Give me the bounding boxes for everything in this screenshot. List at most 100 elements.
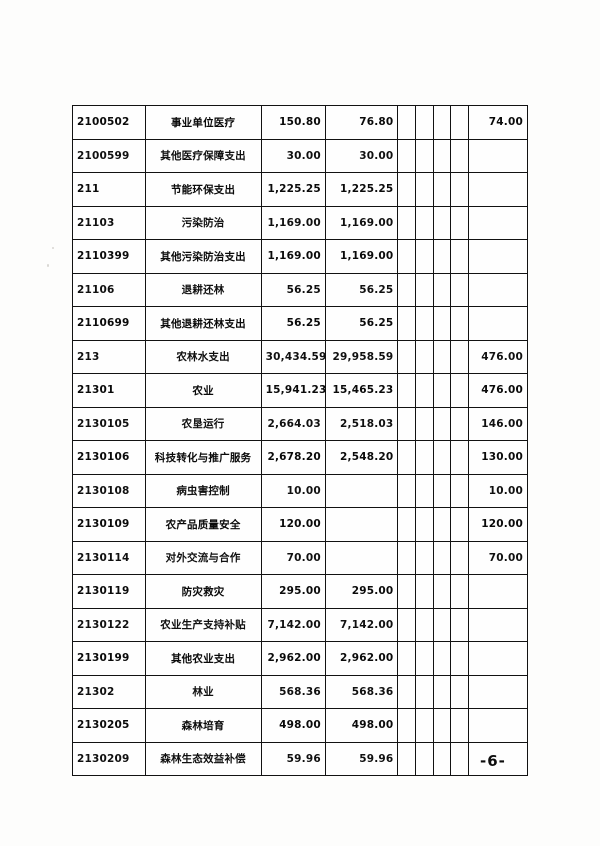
table-row: 2130106 科技转化与推广服务 2,678.20 2,548.20 130.00: [72, 440, 529, 475]
table-cell-empty: [397, 507, 417, 542]
table-row: 213 农林水支出 30,434.59 29,958.59 476.00: [72, 339, 529, 374]
page-number: -6-: [480, 752, 506, 770]
scan-speck: [47, 264, 49, 267]
budget-table-container: 2100502 事业单位医疗 150.80 76.80 74.00 2100599 其他医疗…: [72, 105, 529, 776]
table-cell-v2: 568.36: [324, 674, 399, 709]
table-row: 2130122 农业生产支持补贴 7,142.00 7,142.00: [72, 607, 529, 642]
table-cell-empty: [432, 507, 452, 542]
table-cell-empty: [450, 406, 469, 441]
table-cell-v2: [324, 540, 399, 575]
table-cell-name: 科技转化与推广服务: [144, 440, 262, 475]
table-row: 2110699 其他退耕还林支出 56.25 56.25: [72, 306, 529, 341]
table-cell-empty: [450, 507, 469, 542]
table-cell-last: 476.00: [467, 373, 529, 408]
table-cell-code: 2130105: [72, 406, 146, 441]
table-cell-empty: [432, 105, 452, 140]
table-cell-code: 2100502: [72, 105, 146, 140]
table-cell-empty: [450, 306, 469, 341]
table-cell-name: 污染防治: [144, 205, 262, 240]
table-cell-last: [467, 272, 529, 307]
table-row: 2110399 其他污染防治支出 1,169.00 1,169.00: [72, 239, 529, 274]
table-cell-code: 2100599: [72, 138, 146, 173]
table-cell-code: 2130209: [72, 741, 146, 776]
table-cell-empty: [415, 239, 434, 274]
table-cell-empty: [415, 306, 434, 341]
table-cell-last: [467, 674, 529, 709]
table-cell-v2: [324, 473, 399, 508]
table-row: 21302 林业 568.36 568.36: [72, 674, 529, 709]
table-cell-last: 10.00: [467, 473, 529, 508]
table-cell-empty: [450, 239, 469, 274]
table-cell-empty: [397, 138, 417, 173]
table-cell-name: 农产品质量安全: [144, 507, 262, 542]
table-cell-empty: [397, 306, 417, 341]
table-cell-last: 120.00: [467, 507, 529, 542]
table-cell-last: [467, 574, 529, 609]
table-cell-v1: 295.00: [260, 574, 326, 609]
table-row: 2130108 病虫害控制 10.00 10.00: [72, 473, 529, 508]
table-cell-last: 476.00: [467, 339, 529, 374]
table-cell-empty: [415, 172, 434, 207]
table-cell-empty: [450, 440, 469, 475]
table-cell-v2: 1,169.00: [324, 205, 399, 240]
table-cell-last: [467, 607, 529, 642]
table-cell-empty: [432, 674, 452, 709]
table-cell-last: 130.00: [467, 440, 529, 475]
table-cell-empty: [450, 272, 469, 307]
table-cell-code: 2110399: [72, 239, 146, 274]
table-cell-empty: [415, 339, 434, 374]
table-cell-empty: [450, 741, 469, 776]
table-row: 2100502 事业单位医疗 150.80 76.80 74.00: [72, 105, 529, 140]
table-cell-empty: [432, 138, 452, 173]
table-cell-empty: [397, 172, 417, 207]
table-cell-v1: 1,225.25: [260, 172, 326, 207]
table-cell-v2: 76.80: [324, 105, 399, 140]
table-cell-empty: [450, 373, 469, 408]
table-row: 2130109 农产品质量安全 120.00 120.00: [72, 507, 529, 542]
table-cell-v2: 56.25: [324, 272, 399, 307]
table-cell-empty: [450, 105, 469, 140]
table-row: 2130209 森林生态效益补偿 59.96 59.96: [72, 741, 529, 776]
table-cell-empty: [432, 373, 452, 408]
table-cell-name: 对外交流与合作: [144, 540, 262, 575]
table-row: 2130205 森林培育 498.00 498.00: [72, 708, 529, 743]
table-row: 2100599 其他医疗保障支出 30.00 30.00: [72, 138, 529, 173]
table-cell-name: 退耕还林: [144, 272, 262, 307]
table-cell-empty: [415, 674, 434, 709]
table-cell-v1: 7,142.00: [260, 607, 326, 642]
table-cell-last: 74.00: [467, 105, 529, 140]
table-cell-last: 146.00: [467, 406, 529, 441]
table-cell-name: 其他退耕还林支出: [144, 306, 262, 341]
table-cell-empty: [415, 741, 434, 776]
table-cell-v2: 59.96: [324, 741, 399, 776]
table-cell-empty: [450, 473, 469, 508]
table-cell-last: [467, 641, 529, 676]
table-row: 211 节能环保支出 1,225.25 1,225.25: [72, 172, 529, 207]
table-cell-empty: [397, 473, 417, 508]
table-cell-code: 2130106: [72, 440, 146, 475]
table-cell-v2: 2,962.00: [324, 641, 399, 676]
table-cell-empty: [415, 641, 434, 676]
table-cell-name: 防灾救灾: [144, 574, 262, 609]
table-cell-v1: 70.00: [260, 540, 326, 575]
table-cell-v1: 1,169.00: [260, 205, 326, 240]
table-cell-empty: [397, 741, 417, 776]
table-cell-empty: [432, 172, 452, 207]
table-cell-empty: [415, 708, 434, 743]
table-cell-v1: 56.25: [260, 272, 326, 307]
table-cell-empty: [432, 306, 452, 341]
table-cell-empty: [432, 339, 452, 374]
budget-expenditure-table: 2100502 事业单位医疗 150.80 76.80 74.00 2100599 其他医疗…: [72, 105, 529, 776]
table-cell-empty: [415, 507, 434, 542]
table-cell-empty: [397, 406, 417, 441]
table-cell-last: [467, 172, 529, 207]
table-row: 21301 农业 15,941.23 15,465.23 476.00: [72, 373, 529, 408]
table-cell-name: 农业生产支持补贴: [144, 607, 262, 642]
table-cell-last: 70.00: [467, 540, 529, 575]
table-cell-empty: [397, 674, 417, 709]
table-cell-v2: 15,465.23: [324, 373, 399, 408]
table-cell-v1: 30,434.59: [260, 339, 326, 374]
table-cell-last: [467, 205, 529, 240]
table-cell-empty: [450, 607, 469, 642]
table-cell-last: [467, 306, 529, 341]
